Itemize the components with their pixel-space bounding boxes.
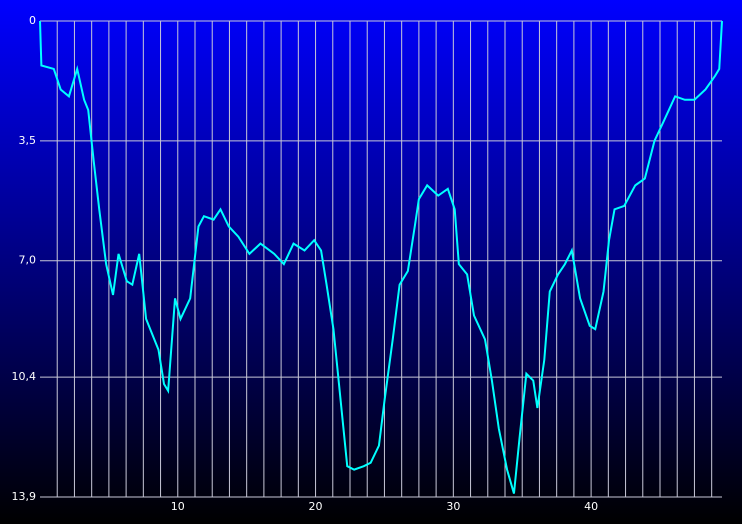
y-tick-label: 3,5 bbox=[19, 134, 37, 147]
y-tick-label: 13,9 bbox=[12, 490, 37, 503]
x-tick-label: 10 bbox=[171, 500, 185, 513]
y-tick-label: 0 bbox=[29, 14, 36, 27]
x-tick-label: 20 bbox=[309, 500, 323, 513]
depth-line bbox=[39, 20, 723, 494]
y-tick-label: 7,0 bbox=[19, 254, 37, 267]
x-tick-label: 40 bbox=[584, 500, 598, 513]
x-tick-label: 30 bbox=[446, 500, 460, 513]
y-tick-label: 10,4 bbox=[12, 370, 37, 383]
